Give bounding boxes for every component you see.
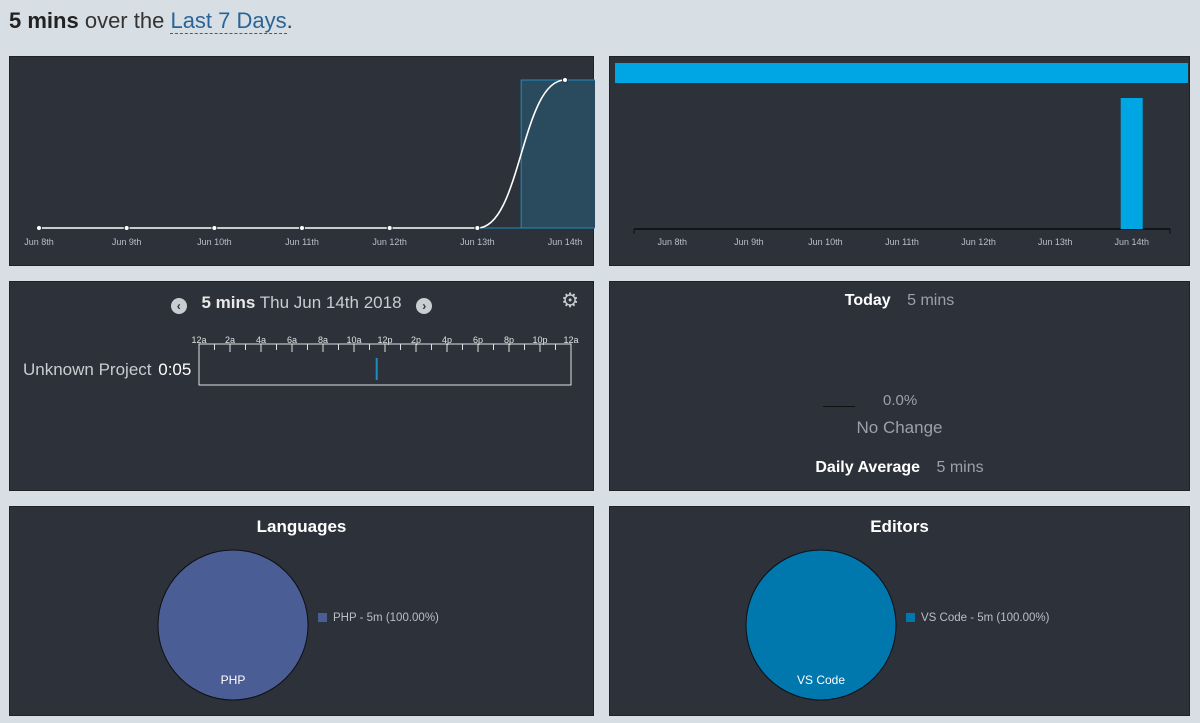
activity-highlight-bar xyxy=(520,79,610,229)
x-tick-label: Jun 9th xyxy=(112,237,142,247)
day-timeline-panel: ‹ 5 mins Thu Jun 14th 2018 › ⚙ 12a 2a 4a 6a… xyxy=(9,281,594,491)
hour-label: 2a xyxy=(225,335,235,345)
today-panel: Today 5 mins 0.0% No Change Daily Averag… xyxy=(609,281,1190,491)
hour-label: 12a xyxy=(563,335,578,345)
chevron-right-icon[interactable]: › xyxy=(416,298,433,314)
editors-pie: VS Code xyxy=(745,549,897,701)
daily-bars-panel: Jun 8th Jun 9th Jun 10th Jun 11th Jun 12th Ju… xyxy=(609,56,1190,266)
timeline-project-row: Unknown Project 0:05 xyxy=(23,360,191,380)
summary-text: over the xyxy=(84,8,165,33)
activity-point xyxy=(123,225,130,231)
change-indicator xyxy=(823,406,855,407)
hour-label: 10a xyxy=(346,335,361,345)
legend-label[interactable]: VS Code - 5m (100.00%) xyxy=(921,612,1050,624)
activity-chart-panel: Jun 8th Jun 9th Jun 10th Jun 11th Jun 12th Ju… xyxy=(9,56,610,266)
summary-period: . xyxy=(286,8,293,33)
activity-line xyxy=(38,79,566,229)
chevron-left-icon[interactable]: ‹ xyxy=(170,298,187,314)
activity-point xyxy=(211,225,218,231)
daily-average-label: Daily Average xyxy=(815,459,921,476)
languages-title: Languages xyxy=(256,517,347,536)
x-tick-label: Jun 14th xyxy=(1114,237,1149,247)
legend-label[interactable]: PHP - 5m (100.00%) xyxy=(333,612,439,624)
hour-label: 6p xyxy=(473,335,483,345)
x-tick-label: Jun 9th xyxy=(734,237,764,247)
change-text: No Change xyxy=(856,418,943,437)
activity-point xyxy=(386,225,393,231)
editors-legend: VS Code - 5m (100.00%) xyxy=(906,612,1049,624)
change-percent: 0.0% xyxy=(883,392,918,409)
gear-icon[interactable]: ⚙ xyxy=(561,290,579,312)
hour-label: 2p xyxy=(411,335,421,345)
hour-label: 12p xyxy=(377,335,392,345)
date-range-link[interactable]: Last 7 Days xyxy=(170,8,287,34)
x-tick-label: Jun 8th xyxy=(658,237,688,247)
pie-label-vscode: VS Code xyxy=(797,673,845,687)
timeline-date: Thu Jun 14th 2018 xyxy=(259,293,402,312)
activity-point xyxy=(299,225,305,231)
x-tick-label: Jun 11th xyxy=(885,237,919,247)
activity-chart: Jun 8th Jun 9th Jun 10th Jun 11th Jun 12th Ju… xyxy=(24,77,610,247)
hour-label: 8a xyxy=(318,335,328,345)
daily-bar xyxy=(1120,98,1143,229)
daily-average-value: 5 mins xyxy=(936,459,984,476)
x-tick-label: Jun 11th xyxy=(285,237,319,247)
languages-pie: PHP xyxy=(157,549,309,701)
activity-point xyxy=(474,225,481,231)
timeline-ruler: 12a 2a 4a 6a 8a 10a 12p 2p 4p 6p 8p 10p 12a xyxy=(191,335,579,386)
total-duration: 5 mins xyxy=(9,8,79,33)
timeline-track xyxy=(198,343,572,386)
hour-label: 4a xyxy=(256,335,266,345)
total-bar xyxy=(615,63,1188,83)
hour-label: 10p xyxy=(532,335,547,345)
x-tick-label: Jun 14th xyxy=(548,237,583,247)
summary-headline: 5 mins over the Last 7 Days. xyxy=(9,6,293,36)
x-tick-label: Jun 13th xyxy=(460,237,495,247)
activity-point xyxy=(36,225,42,231)
x-tick-label: Jun 10th xyxy=(197,237,232,247)
x-tick-label: Jun 13th xyxy=(1038,237,1073,247)
pie-slice-php[interactable] xyxy=(157,549,309,701)
x-tick-label: Jun 8th xyxy=(24,237,54,247)
project-name[interactable]: Unknown Project xyxy=(23,360,152,379)
timeline-duration: 5 mins xyxy=(201,293,256,312)
hour-label: 6a xyxy=(287,335,297,345)
editors-title: Editors xyxy=(870,517,929,536)
legend-swatch xyxy=(906,613,915,622)
pie-label-php: PHP xyxy=(221,673,246,687)
pie-slice-vscode[interactable] xyxy=(745,549,897,701)
activity-point xyxy=(562,77,568,83)
timeline-segment xyxy=(375,358,378,380)
x-tick-label: Jun 12th xyxy=(372,237,407,247)
daily-average-row: Daily Average 5 mins xyxy=(610,459,1189,477)
x-tick-label: Jun 12th xyxy=(961,237,996,247)
hour-label: 12a xyxy=(191,335,206,345)
languages-panel: Languages PHP PHP - 5m (100.00%) xyxy=(9,506,594,716)
x-tick-label: Jun 10th xyxy=(808,237,843,247)
hour-label: 4p xyxy=(442,335,452,345)
hour-label: 8p xyxy=(504,335,514,345)
editors-panel: Editors VS Code VS Code - 5m (100.00%) xyxy=(609,506,1190,716)
today-label: Today xyxy=(844,292,891,309)
legend-swatch xyxy=(318,613,327,622)
languages-legend: PHP - 5m (100.00%) xyxy=(318,612,439,624)
timeline-header: ‹ 5 mins Thu Jun 14th 2018 › xyxy=(10,290,593,316)
today-row: Today 5 mins xyxy=(610,292,1189,310)
project-time: 0:05 xyxy=(158,360,192,379)
daily-bars-chart: Jun 8th Jun 9th Jun 10th Jun 11th Jun 12th Ju… xyxy=(615,63,1188,247)
today-value: 5 mins xyxy=(907,292,955,309)
